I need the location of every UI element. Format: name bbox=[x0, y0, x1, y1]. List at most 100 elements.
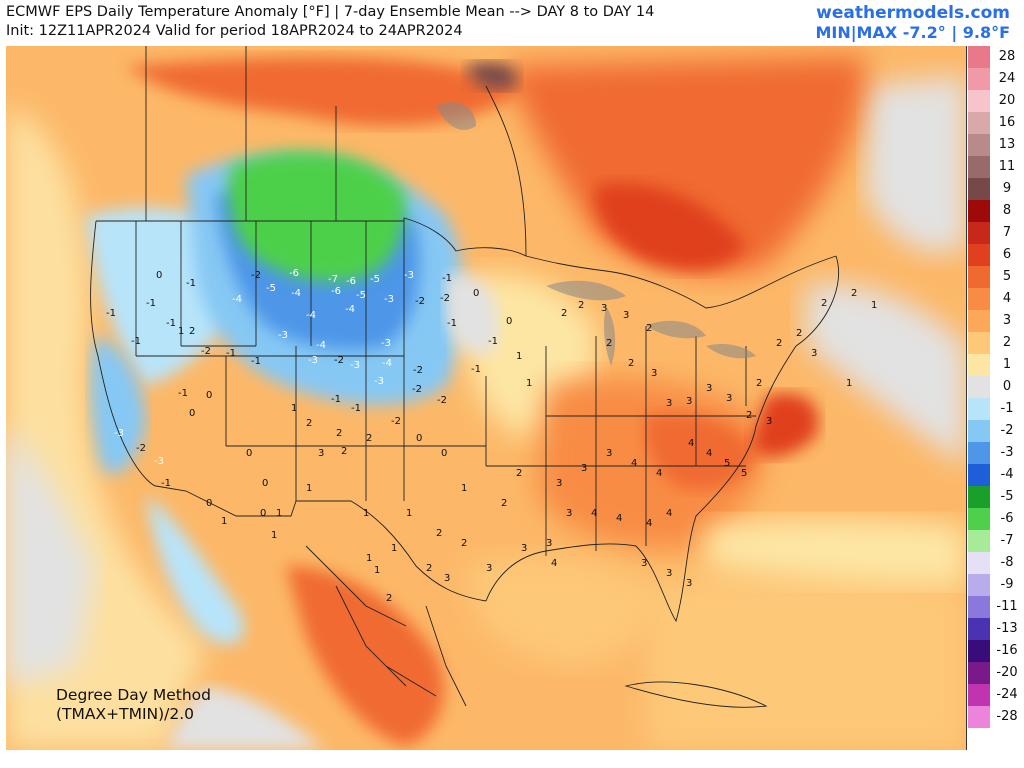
legend-swatch bbox=[968, 222, 990, 244]
legend-value: 1 bbox=[1002, 357, 1012, 372]
legend-entry: -28 bbox=[968, 706, 1024, 728]
anomaly-field bbox=[6, 46, 966, 750]
brand-link[interactable]: weathermodels.com bbox=[816, 3, 1010, 23]
legend-value: 9 bbox=[1002, 181, 1012, 196]
anomaly-value-label: 1 bbox=[374, 565, 380, 576]
anomaly-value-label: 1 bbox=[871, 300, 877, 311]
anomaly-value-label: 2 bbox=[756, 378, 762, 389]
anomaly-value-label: 3 bbox=[766, 416, 772, 427]
legend-swatch bbox=[968, 200, 990, 222]
anomaly-value-label: 1 bbox=[221, 516, 227, 527]
legend-entry: -6 bbox=[968, 508, 1024, 530]
legend-swatch bbox=[968, 552, 990, 574]
anomaly-value-label: -1 bbox=[351, 403, 361, 414]
anomaly-value-label: 3 bbox=[811, 348, 817, 359]
anomaly-value-label: -2 bbox=[440, 293, 450, 304]
method-line-2: (TMAX+TMIN)/2.0 bbox=[56, 705, 195, 723]
anomaly-value-label: 2 bbox=[189, 326, 195, 337]
anomaly-value-label: 3 bbox=[666, 398, 672, 409]
legend-value: 16 bbox=[998, 115, 1016, 130]
legend-entry: 24 bbox=[968, 68, 1024, 90]
anomaly-value-label: 1 bbox=[306, 483, 312, 494]
legend-value: -11 bbox=[996, 599, 1018, 614]
legend-value: -20 bbox=[996, 665, 1018, 680]
legend-value: -8 bbox=[1000, 555, 1014, 570]
legend-swatch bbox=[968, 178, 990, 200]
legend-entry: -5 bbox=[968, 486, 1024, 508]
anomaly-value-label: 3 bbox=[486, 563, 492, 574]
legend-swatch bbox=[968, 288, 990, 310]
anomaly-value-label: -3 bbox=[404, 270, 414, 281]
legend-swatch bbox=[968, 46, 990, 68]
legend-swatch bbox=[968, 354, 990, 376]
legend-entry: 4 bbox=[968, 288, 1024, 310]
legend-value: 20 bbox=[998, 93, 1016, 108]
legend-entry: -4 bbox=[968, 464, 1024, 486]
legend-entry: 2 bbox=[968, 332, 1024, 354]
legend-value: 11 bbox=[998, 159, 1016, 174]
anomaly-value-label: -1 bbox=[166, 318, 176, 329]
legend-entry: 0 bbox=[968, 376, 1024, 398]
anomaly-value-label: 3 bbox=[606, 448, 612, 459]
legend-value: -13 bbox=[996, 621, 1018, 636]
anomaly-value-label: -4 bbox=[291, 288, 301, 299]
anomaly-value-label: 2 bbox=[796, 328, 802, 339]
legend-value: 28 bbox=[998, 49, 1016, 64]
legend-value: -16 bbox=[996, 643, 1018, 658]
legend-swatch bbox=[968, 706, 990, 728]
legend-entry: -2 bbox=[968, 420, 1024, 442]
anomaly-value-label: 2 bbox=[606, 338, 612, 349]
anomaly-value-label: 0 bbox=[506, 316, 512, 327]
legend-swatch bbox=[968, 574, 990, 596]
legend-value: -1 bbox=[1000, 401, 1014, 416]
anomaly-value-label: -2 bbox=[251, 270, 261, 281]
anomaly-value-label: 4 bbox=[551, 558, 557, 569]
anomaly-value-label: 1 bbox=[406, 508, 412, 519]
anomaly-value-label: -3 bbox=[384, 294, 394, 305]
anomaly-value-label: -1 bbox=[447, 318, 457, 329]
anomaly-value-label: -2 bbox=[415, 296, 425, 307]
anomaly-value-label: -3 bbox=[278, 330, 288, 341]
legend-value: 24 bbox=[998, 71, 1016, 86]
legend-swatch bbox=[968, 420, 990, 442]
anomaly-value-label: 3 bbox=[706, 383, 712, 394]
anomaly-value-label: -5 bbox=[356, 290, 366, 301]
anomaly-value-label: -2 bbox=[201, 346, 211, 357]
legend-entry: 16 bbox=[968, 112, 1024, 134]
method-note: Degree Day Method (TMAX+TMIN)/2.0 bbox=[56, 686, 211, 724]
legend-entry: 13 bbox=[968, 134, 1024, 156]
legend-swatch bbox=[968, 68, 990, 90]
anomaly-value-label: -3 bbox=[114, 428, 124, 439]
anomaly-value-label: 3 bbox=[651, 368, 657, 379]
anomaly-value-label: 1 bbox=[526, 378, 532, 389]
anomaly-value-label: 2 bbox=[578, 300, 584, 311]
anomaly-value-label: 2 bbox=[386, 593, 392, 604]
legend-swatch bbox=[968, 266, 990, 288]
anomaly-value-label: -1 bbox=[178, 388, 188, 399]
anomaly-value-label: -3 bbox=[154, 456, 164, 467]
anomaly-value-label: 4 bbox=[666, 508, 672, 519]
legend-value: -6 bbox=[1000, 511, 1014, 526]
anomaly-value-label: -2 bbox=[136, 443, 146, 454]
legend-entry: 6 bbox=[968, 244, 1024, 266]
anomaly-value-label: 3 bbox=[601, 303, 607, 314]
anomaly-value-label: -4 bbox=[306, 310, 316, 321]
anomaly-value-label: 2 bbox=[516, 468, 522, 479]
anomaly-value-label: 3 bbox=[444, 573, 450, 584]
legend-value: -24 bbox=[996, 687, 1018, 702]
anomaly-value-label: -2 bbox=[437, 395, 447, 406]
anomaly-value-label: -1 bbox=[146, 298, 156, 309]
legend-entry: -9 bbox=[968, 574, 1024, 596]
anomaly-value-label: -1 bbox=[186, 278, 196, 289]
anomaly-value-label: 1 bbox=[391, 543, 397, 554]
borders bbox=[90, 46, 840, 708]
anomaly-value-label: 1 bbox=[178, 326, 184, 337]
anomaly-value-label: -1 bbox=[226, 348, 236, 359]
legend-entry: 11 bbox=[968, 156, 1024, 178]
legend-value: -5 bbox=[1000, 489, 1014, 504]
anomaly-value-label: -5 bbox=[370, 274, 380, 285]
anomaly-value-label: 2 bbox=[306, 418, 312, 429]
chart-subtitle: Init: 12Z11APR2024 Valid for period 18AP… bbox=[6, 23, 463, 39]
anomaly-value-label: 1 bbox=[516, 351, 522, 362]
anomaly-labels: -6-7 -6 -5-4-5 -6 -5-4-4-3-3-2-4-3-4-3-3-4-3… bbox=[106, 268, 877, 604]
